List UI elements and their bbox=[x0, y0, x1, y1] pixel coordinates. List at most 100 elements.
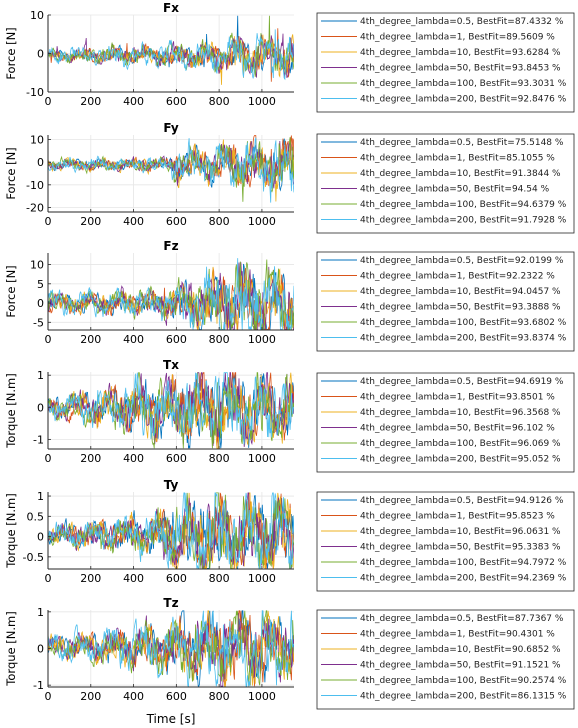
series-group bbox=[48, 15, 294, 85]
legend-entry: 4th_degree_lambda=100, BestFit=94.6379 % bbox=[360, 200, 567, 210]
legend-entry: 4th_degree_lambda=50, BestFit=96.102 % bbox=[360, 424, 555, 434]
chart-title: Tz bbox=[163, 596, 178, 610]
chart-title: Fz bbox=[163, 239, 178, 253]
x-tick-label: 600 bbox=[166, 452, 187, 465]
y-tick-label: -10 bbox=[26, 86, 44, 99]
x-tick-label: 800 bbox=[209, 95, 230, 108]
y-tick-label: 1 bbox=[37, 606, 44, 619]
y-axis-label: Force [N] bbox=[4, 265, 18, 317]
legend-box bbox=[316, 133, 575, 234]
x-tick-label: 0 bbox=[45, 690, 52, 703]
x-tick-label: 400 bbox=[123, 690, 144, 703]
y-tick-label: 0 bbox=[37, 48, 44, 61]
legend-entry: 4th_degree_lambda=100, BestFit=93.6802 % bbox=[360, 318, 567, 328]
legend-entry: 4th_degree_lambda=10, BestFit=96.3568 % bbox=[360, 408, 561, 418]
legend-entry: 4th_degree_lambda=50, BestFit=95.3383 % bbox=[360, 543, 561, 553]
legend-entry: 4th_degree_lambda=200, BestFit=91.7928 % bbox=[360, 216, 567, 226]
x-tick-label: 200 bbox=[80, 215, 101, 228]
x-tick-label: 0 bbox=[45, 95, 52, 108]
legend-entry: 4th_degree_lambda=200, BestFit=86.1315 % bbox=[360, 692, 567, 702]
y-axis-label: Torque [N.m] bbox=[4, 493, 18, 568]
chart-title: Tx bbox=[163, 358, 179, 372]
y-tick-label: -10 bbox=[26, 179, 44, 192]
legend-entry: 4th_degree_lambda=0.5, BestFit=94.9126 % bbox=[360, 496, 564, 506]
y-tick-label: 0 bbox=[37, 297, 44, 310]
x-tick-label: 1000 bbox=[248, 572, 276, 585]
x-tick-label: 1000 bbox=[248, 333, 276, 346]
series-line-6 bbox=[48, 372, 294, 445]
x-tick-label: 800 bbox=[209, 333, 230, 346]
legend-entry: 4th_degree_lambda=100, BestFit=94.7972 % bbox=[360, 558, 567, 568]
y-axis-label: Torque [N.m] bbox=[4, 611, 18, 686]
y-tick-label: 0 bbox=[37, 531, 44, 544]
x-tick-label: 400 bbox=[123, 333, 144, 346]
legend-entry: 4th_degree_lambda=10, BestFit=93.6284 % bbox=[360, 48, 561, 58]
grid bbox=[47, 135, 294, 212]
x-tick-label: 0 bbox=[45, 333, 52, 346]
x-tick-label: 1000 bbox=[248, 95, 276, 108]
x-tick-label: 0 bbox=[45, 215, 52, 228]
y-tick-label: 0.5 bbox=[27, 510, 45, 523]
legend-entry: 4th_degree_lambda=1, BestFit=89.5609 % bbox=[360, 33, 555, 43]
series-group bbox=[48, 492, 294, 569]
legend-entry: 4th_degree_lambda=10, BestFit=90.6852 % bbox=[360, 645, 561, 655]
x-tick-label: 800 bbox=[209, 215, 230, 228]
y-tick-label: -0.5 bbox=[23, 551, 44, 564]
series-group bbox=[48, 135, 294, 203]
legend-box bbox=[316, 12, 575, 113]
legend: 4th_degree_lambda=0.5, BestFit=87.7367 %… bbox=[316, 609, 575, 710]
x-tick-label: 200 bbox=[80, 452, 101, 465]
x-tick-label: 600 bbox=[166, 690, 187, 703]
x-tick-label: 0 bbox=[45, 452, 52, 465]
chart-title: Fx bbox=[163, 1, 179, 15]
legend-entry: 4th_degree_lambda=1, BestFit=93.8501 % bbox=[360, 393, 555, 403]
x-tick-label: 400 bbox=[123, 452, 144, 465]
legend-entry: 4th_degree_lambda=50, BestFit=94.54 % bbox=[360, 185, 550, 195]
panel-fy: 0 200 400 600 800 1000 -20 -10 0 10 Fy Force [N] 4th… bbox=[4, 121, 575, 234]
legend-entry: 4th_degree_lambda=200, BestFit=93.8374 % bbox=[360, 334, 567, 344]
legend-entry: 4th_degree_lambda=1, BestFit=85.1055 % bbox=[360, 154, 555, 164]
series-line-6 bbox=[48, 137, 294, 203]
y-tick-label: 10 bbox=[30, 259, 44, 272]
legend-entry: 4th_degree_lambda=0.5, BestFit=75.5148 % bbox=[360, 138, 564, 148]
x-tick-label: 400 bbox=[123, 215, 144, 228]
y-tick-label: 0 bbox=[37, 401, 44, 414]
legend-entry: 4th_degree_lambda=0.5, BestFit=92.0199 % bbox=[360, 256, 564, 266]
chart-title: Ty bbox=[164, 478, 179, 492]
x-tick-label: 400 bbox=[123, 572, 144, 585]
y-tick-label: -5 bbox=[33, 316, 44, 329]
series-line-6 bbox=[48, 258, 294, 330]
y-tick-label: 1 bbox=[37, 490, 44, 503]
y-tick-label: 5 bbox=[37, 278, 44, 291]
series-group bbox=[48, 258, 294, 330]
series-line-3 bbox=[48, 610, 294, 687]
legend-entry: 4th_degree_lambda=1, BestFit=92.2322 % bbox=[360, 272, 555, 282]
legend: 4th_degree_lambda=0.5, BestFit=94.9126 %… bbox=[316, 491, 575, 592]
legend-entry: 4th_degree_lambda=50, BestFit=93.8453 % bbox=[360, 64, 561, 74]
legend-entry: 4th_degree_lambda=0.5, BestFit=87.4332 % bbox=[360, 17, 564, 27]
legend-entry: 4th_degree_lambda=100, BestFit=93.3031 % bbox=[360, 79, 567, 89]
series-line-5 bbox=[48, 372, 294, 449]
y-tick-label: 0 bbox=[37, 156, 44, 169]
y-tick-label: 10 bbox=[30, 9, 44, 22]
legend-entry: 4th_degree_lambda=10, BestFit=91.3844 % bbox=[360, 169, 561, 179]
x-tick-label: 1000 bbox=[248, 452, 276, 465]
y-tick-label: -20 bbox=[26, 201, 44, 214]
legend-entry: 4th_degree_lambda=10, BestFit=96.0631 % bbox=[360, 527, 561, 537]
x-tick-label: 200 bbox=[80, 95, 101, 108]
chart-title: Fy bbox=[163, 121, 179, 135]
legend-box bbox=[316, 372, 575, 473]
x-tick-label: 0 bbox=[45, 572, 52, 585]
legend-entry: 4th_degree_lambda=1, BestFit=90.4301 % bbox=[360, 630, 555, 640]
x-tick-label: 800 bbox=[209, 572, 230, 585]
x-tick-label: 200 bbox=[80, 572, 101, 585]
x-tick-label: 600 bbox=[166, 572, 187, 585]
y-axis-label: Force [N] bbox=[4, 147, 18, 199]
legend-box bbox=[316, 609, 575, 710]
legend: 4th_degree_lambda=0.5, BestFit=75.5148 %… bbox=[316, 133, 575, 234]
